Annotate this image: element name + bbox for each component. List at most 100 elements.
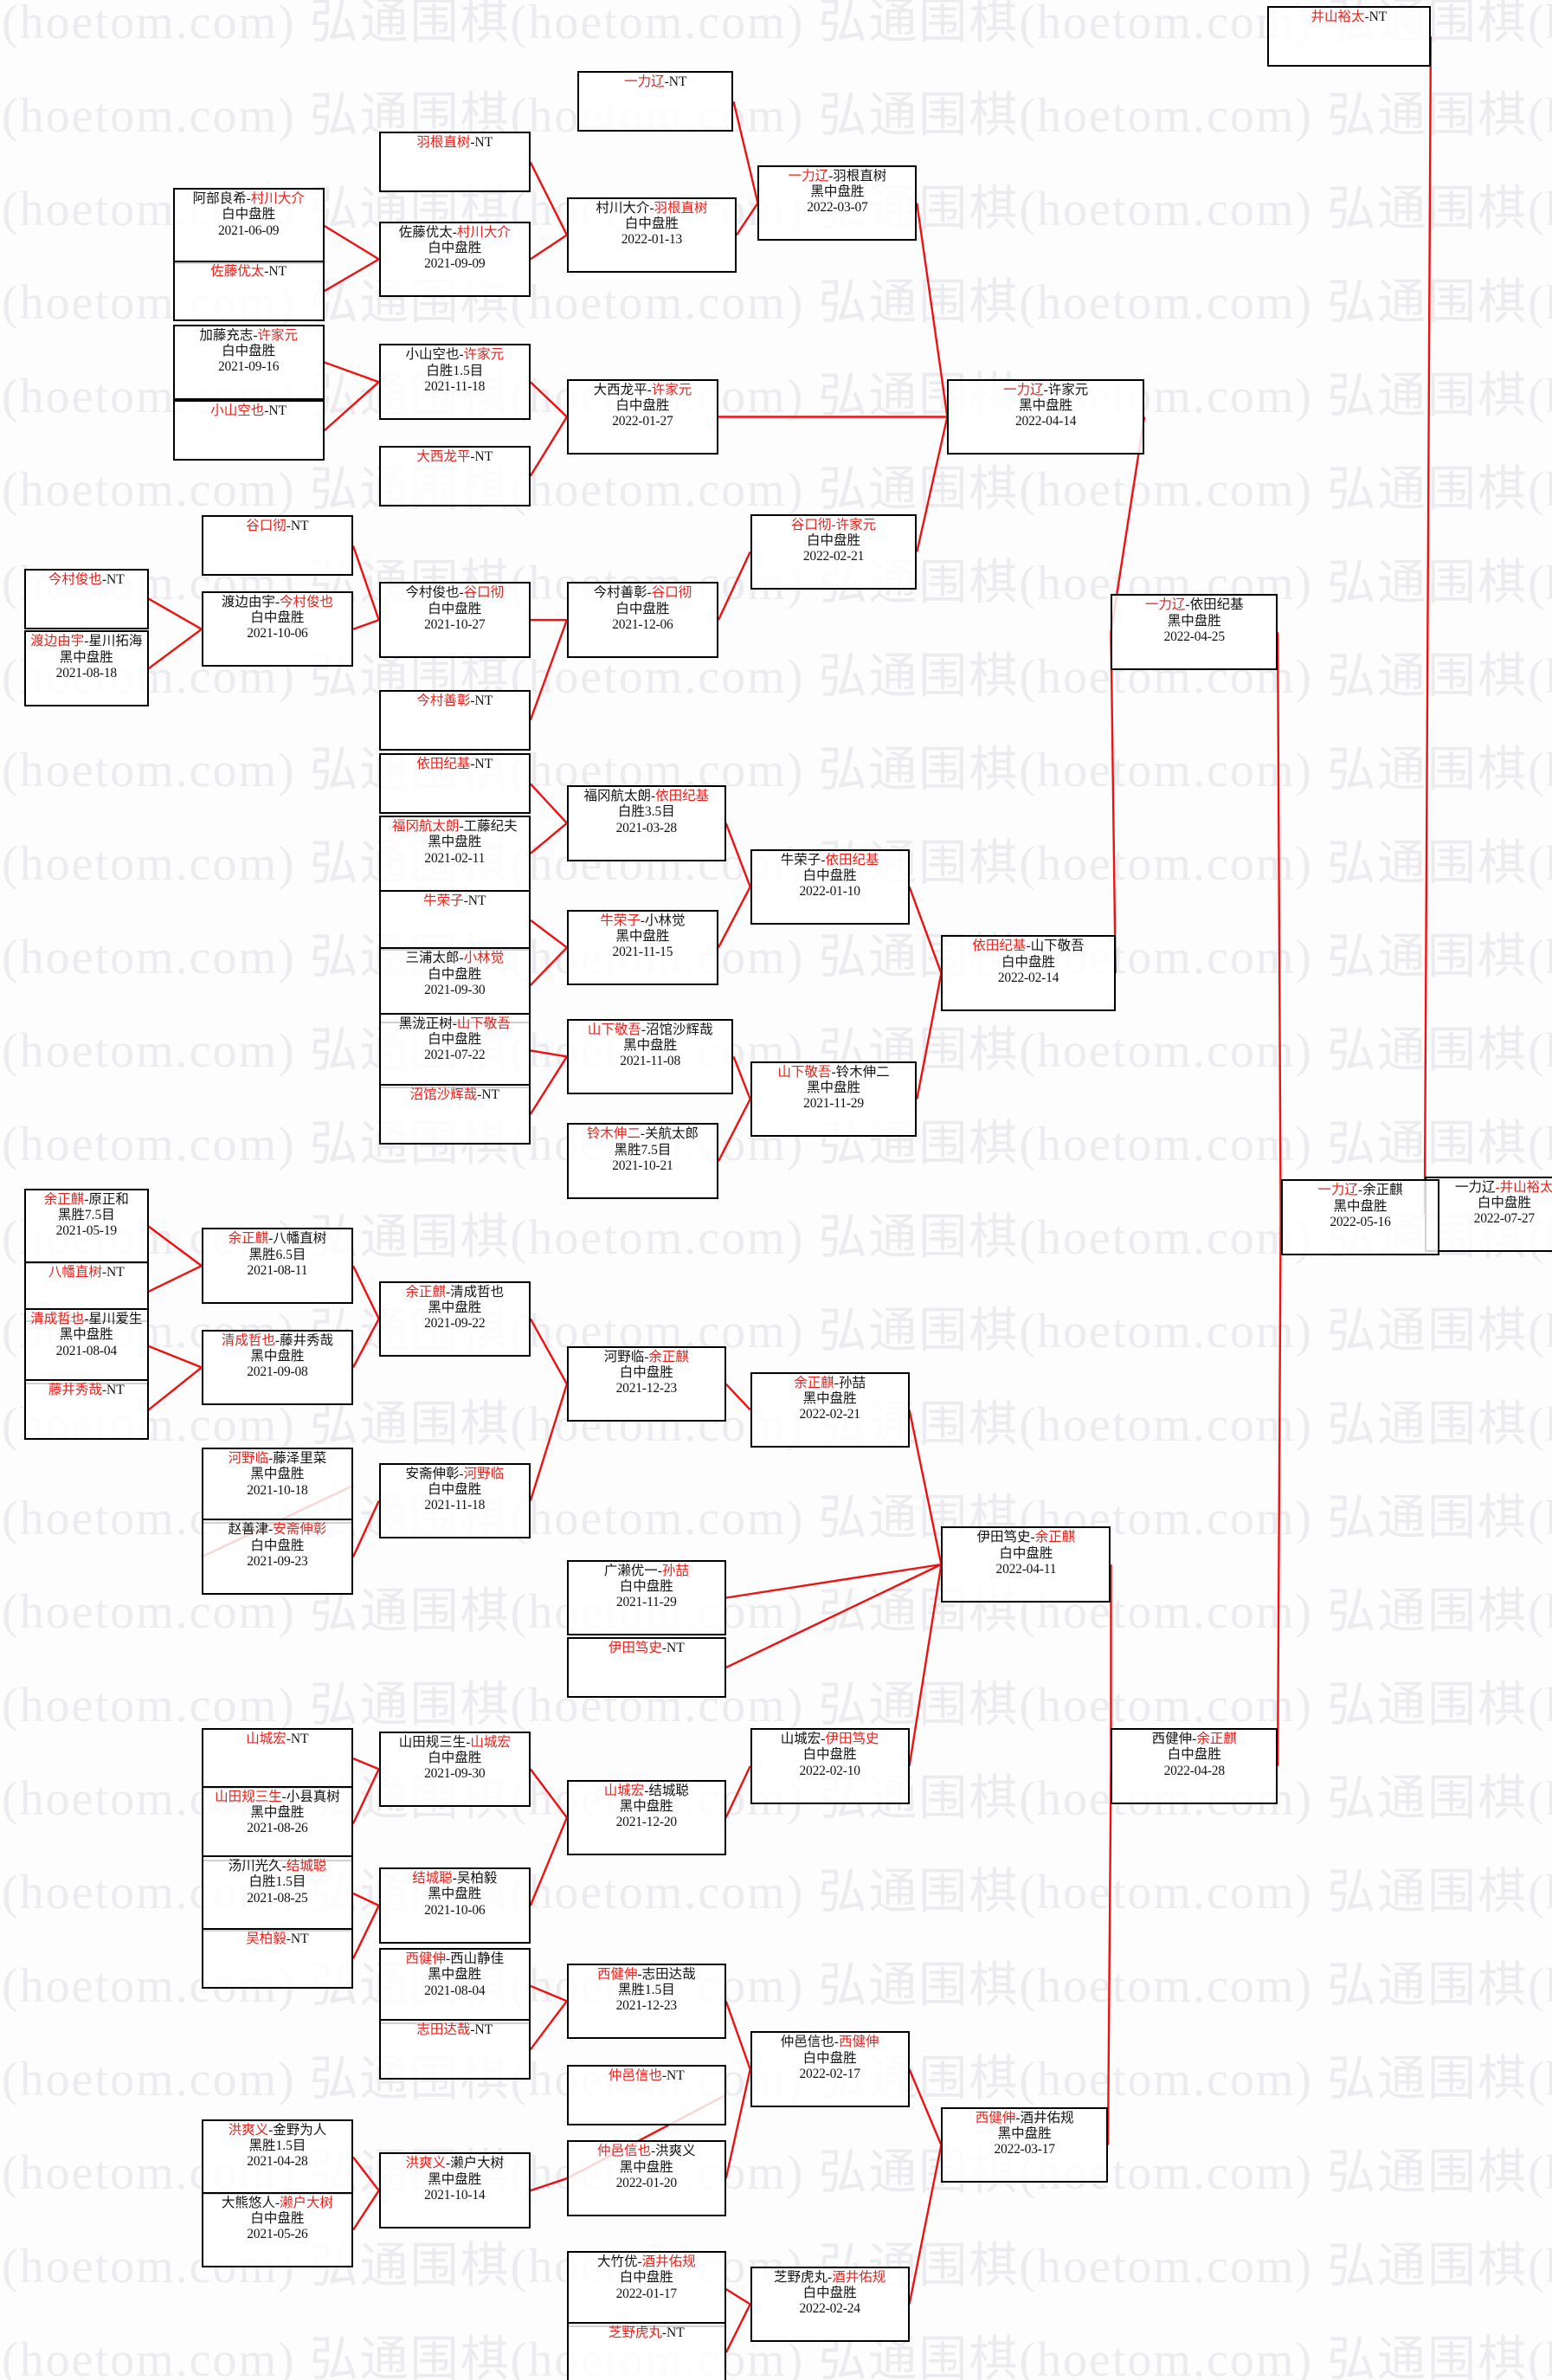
match-node[interactable]: 铃木伸二-关航太郎 黑胜7.5目 2021-10-21 (566, 1123, 718, 1200)
match-node[interactable]: 佐藤优太-NT (172, 261, 325, 322)
match-node[interactable]: 山城宏-NT (201, 1728, 353, 1790)
match-node[interactable]: 汤川光久-结城聪 白胜1.5目 2021-08-25 (201, 1855, 353, 1932)
match-node[interactable]: 结城聪-吴柏毅 黑中盘胜 2021-10-06 (378, 1867, 531, 1944)
match-node[interactable]: 伊田笃史-余正麒 白中盘胜 2022-04-11 (941, 1526, 1111, 1603)
match-node[interactable]: 今村善彰-NT (378, 689, 531, 751)
match-date: 2021-09-30 (424, 982, 486, 997)
match-node[interactable]: 志田达哉-NT (378, 2019, 531, 2080)
match-node[interactable]: 吴柏毅-NT (201, 1928, 353, 1990)
match-node[interactable]: 牛荣子-NT (378, 889, 531, 951)
match-node[interactable]: 羽根直树-NT (378, 132, 531, 193)
match-result: 黑中盘胜 (59, 1327, 113, 1343)
match-node[interactable]: 牛荣子-小林觉 黑中盘胜 2021-11-15 (566, 909, 718, 986)
player-right: -羽根直树 (828, 168, 887, 184)
match-node[interactable]: 一力辽-余正麒 黑中盘胜 2022-05-16 (1280, 1179, 1440, 1255)
match-node[interactable]: 余正麒-清成哲也 黑中盘胜 2021-09-22 (378, 1280, 531, 1358)
match-node[interactable]: 清成哲也-星川爱生 黑中盘胜 2021-08-04 (24, 1308, 149, 1384)
match-date: 2022-02-24 (799, 2301, 860, 2317)
match-node[interactable]: 渡边由宇-星川拓海 黑中盘胜 2021-08-18 (24, 630, 149, 706)
match-node[interactable]: 沼馆沙辉哉-NT (378, 1083, 531, 1145)
bracket-connector (717, 551, 751, 621)
match-node[interactable]: 福冈航太朗-依田纪基 白胜3.5目 2021-03-28 (566, 785, 726, 861)
match-node[interactable]: 山城宏-伊田笃史 白中盘胜 2022-02-10 (750, 1728, 910, 1804)
match-node[interactable]: 山城宏-结城聪 黑中盘胜 2021-12-20 (566, 1779, 726, 1856)
player-left: 结城聪 (412, 1871, 453, 1887)
match-players: 余正麒-八幡直树 (203, 1231, 351, 1247)
match-node[interactable]: 洪爽义-金野为人 黑胜1.5目 2021-04-28 (201, 2119, 353, 2196)
bracket-connector (908, 1564, 943, 1767)
match-node[interactable]: 黑泷正树-山下敬吾 白中盘胜 2021-07-22 (378, 1012, 531, 1089)
match-node[interactable]: 加藤充志-许家元 白中盘胜 2021-09-16 (172, 324, 325, 401)
match-node[interactable]: 山下敬吾-铃木伸二 黑中盘胜 2021-11-29 (750, 1061, 918, 1138)
match-node[interactable]: 今村俊也-谷口彻 白中盘胜 2021-10-27 (378, 582, 531, 658)
match-node[interactable]: 河野临-藤泽里菜 黑中盘胜 2021-10-18 (201, 1448, 353, 1524)
match-node[interactable]: 牛荣子-依田纪基 白中盘胜 2022-01-10 (750, 848, 910, 926)
match-node[interactable]: 小山空也-NT (172, 400, 325, 461)
match-node[interactable]: 洪爽义-濑户大树 黑中盘胜 2021-10-14 (378, 2152, 531, 2228)
match-node[interactable]: 山田规三生-小县真树 黑中盘胜 2021-08-26 (201, 1785, 353, 1862)
match-node[interactable]: 仲邑信也-NT (566, 2064, 726, 2125)
match-players: 芝野虎丸-NT (569, 2325, 724, 2341)
match-result: 黑中盘胜 (997, 2126, 1052, 2142)
match-node[interactable]: 大西龙平-NT (378, 445, 531, 506)
match-result: 黑胜7.5目 (614, 1142, 672, 1158)
match-players: 井山裕太-NT (1269, 10, 1429, 25)
bracket-connector (529, 619, 569, 721)
match-node[interactable]: 余正麒-八幡直树 黑胜6.5目 2021-08-11 (201, 1228, 353, 1304)
match-node[interactable]: 山下敬吾-沼馆沙辉哉 黑中盘胜 2021-11-08 (566, 1018, 734, 1095)
match-node[interactable]: 谷口彻-许家元 白中盘胜 2022-02-21 (750, 513, 918, 590)
match-node[interactable]: 福冈航太朗-工藤纪夫 黑中盘胜 2021-02-11 (378, 816, 531, 892)
match-node[interactable]: 芝野虎丸-NT (566, 2322, 726, 2380)
match-result: 黑中盘胜 (619, 2159, 673, 2175)
match-players: 山田规三生-山城宏 (381, 1735, 529, 1751)
match-node[interactable]: 广濑优一-孙喆 白中盘胜 2021-11-29 (566, 1559, 726, 1636)
match-node[interactable]: 安斋伸彰-河野临 白中盘胜 2021-11-18 (378, 1462, 531, 1539)
match-node[interactable]: 渡边由宇-今村俊也 白中盘胜 2021-10-06 (201, 590, 353, 668)
match-node[interactable]: 仲邑信也-西健伸 白中盘胜 2022-02-17 (750, 2031, 910, 2107)
bracket-connector (530, 1984, 568, 2003)
player-left: 西健伸 (596, 1966, 638, 1982)
match-node[interactable]: 清成哲也-藤井秀哉 黑中盘胜 2021-09-08 (201, 1329, 353, 1406)
match-node[interactable]: 一力辽-依田纪基 黑中盘胜 2022-04-25 (1111, 594, 1278, 670)
match-node[interactable]: 藤井秀哉-NT (24, 1379, 149, 1441)
match-node[interactable]: 大竹优-酒井佑规 白中盘胜 2022-01-17 (566, 2251, 726, 2327)
match-node[interactable]: 余正麒-孙喆 黑中盘胜 2022-02-21 (750, 1371, 910, 1448)
player-left: 牛荣子 (423, 893, 464, 908)
match-node[interactable]: 今村善彰-谷口彻 白中盘胜 2021-12-06 (566, 582, 718, 658)
match-node[interactable]: 仲邑信也-洪爽义 黑中盘胜 2022-01-20 (566, 2140, 726, 2216)
match-node[interactable]: 一力辽-NT (577, 71, 734, 132)
match-node[interactable]: 佐藤优太-村川大介 白中盘胜 2021-09-09 (378, 221, 531, 298)
player-right: 许家元 (651, 382, 692, 397)
match-node[interactable]: 今村俊也-NT (24, 568, 149, 629)
match-node[interactable]: 村川大介-羽根直树 白中盘胜 2022-01-13 (566, 197, 737, 274)
match-node[interactable]: 芝野虎丸-酒井佑规 白中盘胜 2022-02-24 (750, 2266, 910, 2343)
match-node[interactable]: 西健伸-志田达哉 黑胜1.5目 2021-12-23 (566, 1963, 726, 2040)
match-node[interactable]: 西健伸-余正麒 白中盘胜 2022-04-28 (1111, 1728, 1278, 1804)
match-node[interactable]: 西健伸-酒井佑规 黑中盘胜 2022-03-17 (941, 2106, 1108, 2183)
match-node[interactable]: 一力辽-羽根直树 黑中盘胜 2022-03-07 (757, 164, 918, 242)
player-left: 小山空也 (210, 403, 265, 419)
match-result: 黑中盘胜 (250, 1467, 305, 1482)
match-node[interactable]: 伊田笃史-NT (566, 1637, 726, 1699)
match-node[interactable]: 一力辽-许家元 黑中盘胜 2022-04-14 (947, 378, 1144, 455)
match-node[interactable]: 阿部良希-村川大介 白中盘胜 2021-06-09 (172, 188, 325, 264)
match-node[interactable]: 三浦太郎-小林觉 白中盘胜 2021-09-30 (378, 947, 531, 1023)
match-node[interactable]: 小山空也-许家元 白胜1.5目 2021-11-18 (378, 344, 531, 421)
match-players: 今村善彰-谷口彻 (569, 585, 717, 601)
match-node[interactable]: 赵善津-安斋伸彰 白中盘胜 2021-09-23 (201, 1519, 353, 1596)
match-node[interactable]: 西健伸-西山静佳 黑中盘胜 2021-08-04 (378, 1948, 531, 2024)
match-node[interactable]: 余正麒-原正和 黑胜7.5目 2021-05-19 (24, 1188, 149, 1265)
player-right: -NT (101, 1383, 125, 1398)
bracket-connector (530, 822, 568, 855)
match-node[interactable]: 河野临-余正麒 白中盘胜 2021-12-23 (566, 1345, 726, 1422)
match-node[interactable]: 井山裕太-NT (1266, 6, 1431, 68)
match-node[interactable]: 山田规三生-山城宏 白中盘胜 2021-09-30 (378, 1731, 531, 1808)
match-players: 洪爽义-濑户大树 (381, 2156, 529, 2171)
match-node[interactable]: 依田纪基-山下敬吾 白中盘胜 2022-02-14 (941, 935, 1116, 1011)
match-node[interactable]: 依田纪基-NT (378, 753, 531, 815)
player-right: -八幡直树 (268, 1231, 327, 1247)
match-node[interactable]: 一力辽-井山裕太 白中盘胜 2022-07-27 (1424, 1176, 1552, 1253)
match-node[interactable]: 大西龙平-许家元 白中盘胜 2022-01-27 (566, 378, 718, 455)
match-node[interactable]: 大熊悠人-濑户大树 白中盘胜 2021-05-26 (201, 2191, 353, 2268)
match-node[interactable]: 谷口彻-NT (201, 515, 353, 577)
